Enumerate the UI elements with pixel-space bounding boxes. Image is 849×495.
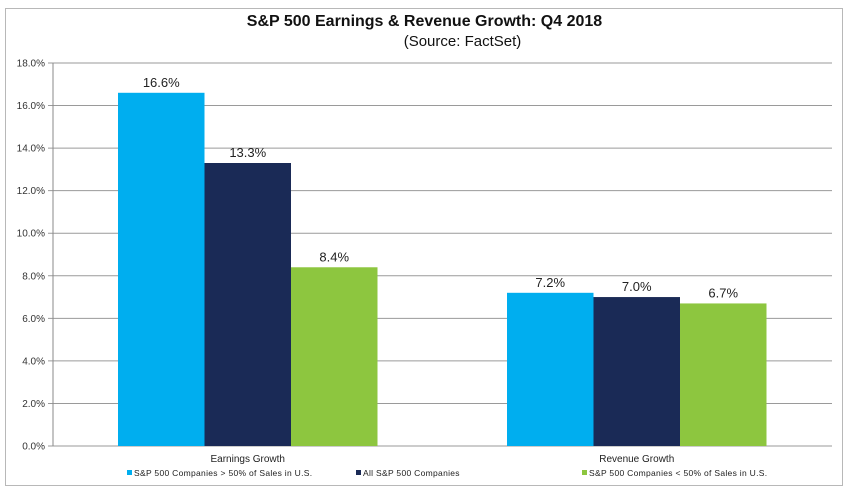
y-tick-label: 10.0% xyxy=(17,229,45,240)
legend-swatch xyxy=(356,470,361,475)
category-labels: Earnings Growth Revenue Growth xyxy=(211,454,675,465)
legend-swatch xyxy=(127,470,132,475)
legend: S&P 500 Companies > 50% of Sales in U.S.… xyxy=(127,468,767,478)
category-label: Revenue Growth xyxy=(599,454,674,465)
bars xyxy=(118,92,767,447)
legend-swatch xyxy=(582,470,587,475)
y-tick-label: 18.0% xyxy=(17,59,45,70)
bar-0-2 xyxy=(291,267,378,446)
y-axis: 0.0% 2.0% 4.0% 6.0% 8.0% 10.0% 12.0% 14.0% 16.0%… xyxy=(17,59,54,453)
data-label: 7.0% xyxy=(622,279,652,294)
data-label: 7.2% xyxy=(535,275,565,290)
y-tick-label: 2.0% xyxy=(22,399,45,410)
y-tick-label: 8.0% xyxy=(22,271,45,282)
bar-1-1 xyxy=(593,297,680,446)
bar-0-1 xyxy=(204,163,291,446)
chart-title: S&P 500 Earnings & Revenue Growth: Q4 20… xyxy=(246,13,603,30)
bar-1-0 xyxy=(507,292,594,446)
legend-label: S&P 500 Companies > 50% of Sales in U.S. xyxy=(134,468,312,478)
bar-0-0 xyxy=(118,92,205,447)
y-tick-label: 0.0% xyxy=(22,442,45,453)
data-label: 16.6% xyxy=(143,75,180,90)
y-tick-label: 6.0% xyxy=(22,314,45,325)
data-label: 6.7% xyxy=(708,285,738,300)
y-tick-label: 14.0% xyxy=(17,144,45,155)
category-label: Earnings Growth xyxy=(211,454,285,465)
bar-1-2 xyxy=(680,303,767,446)
data-label: 8.4% xyxy=(319,249,349,264)
y-tick-label: 4.0% xyxy=(22,356,45,367)
y-tick-label: 16.0% xyxy=(17,101,45,112)
legend-label: All S&P 500 Companies xyxy=(363,468,460,478)
data-labels: 16.6% 13.3% 8.4% 7.2% 7.0% 6.7% xyxy=(143,75,739,301)
y-tick-label: 12.0% xyxy=(17,186,45,197)
legend-label: S&P 500 Companies < 50% of Sales in U.S. xyxy=(589,468,767,478)
chart-subtitle: (Source: FactSet) xyxy=(403,33,522,50)
data-label: 13.3% xyxy=(229,145,266,160)
